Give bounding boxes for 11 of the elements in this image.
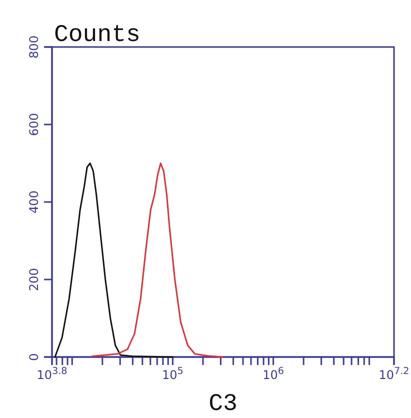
y-tick-label: 0 — [27, 353, 41, 361]
x-axis-title: C3 — [208, 391, 238, 418]
y-tick-label: 600 — [27, 113, 41, 136]
x-tick-label: 10$^{3.8}$ — [36, 366, 68, 382]
x-tick-label: 10$^{5}$ — [162, 366, 184, 382]
y-tick-label: 400 — [27, 190, 41, 214]
y-tick-label: 200 — [27, 268, 41, 291]
chart-title: Counts — [54, 22, 140, 49]
y-tick-label: 800 — [27, 36, 41, 58]
x-tick-label: 10$^{6}$ — [262, 366, 284, 382]
x-tick-label: 10$^{7.2}$ — [378, 366, 410, 382]
